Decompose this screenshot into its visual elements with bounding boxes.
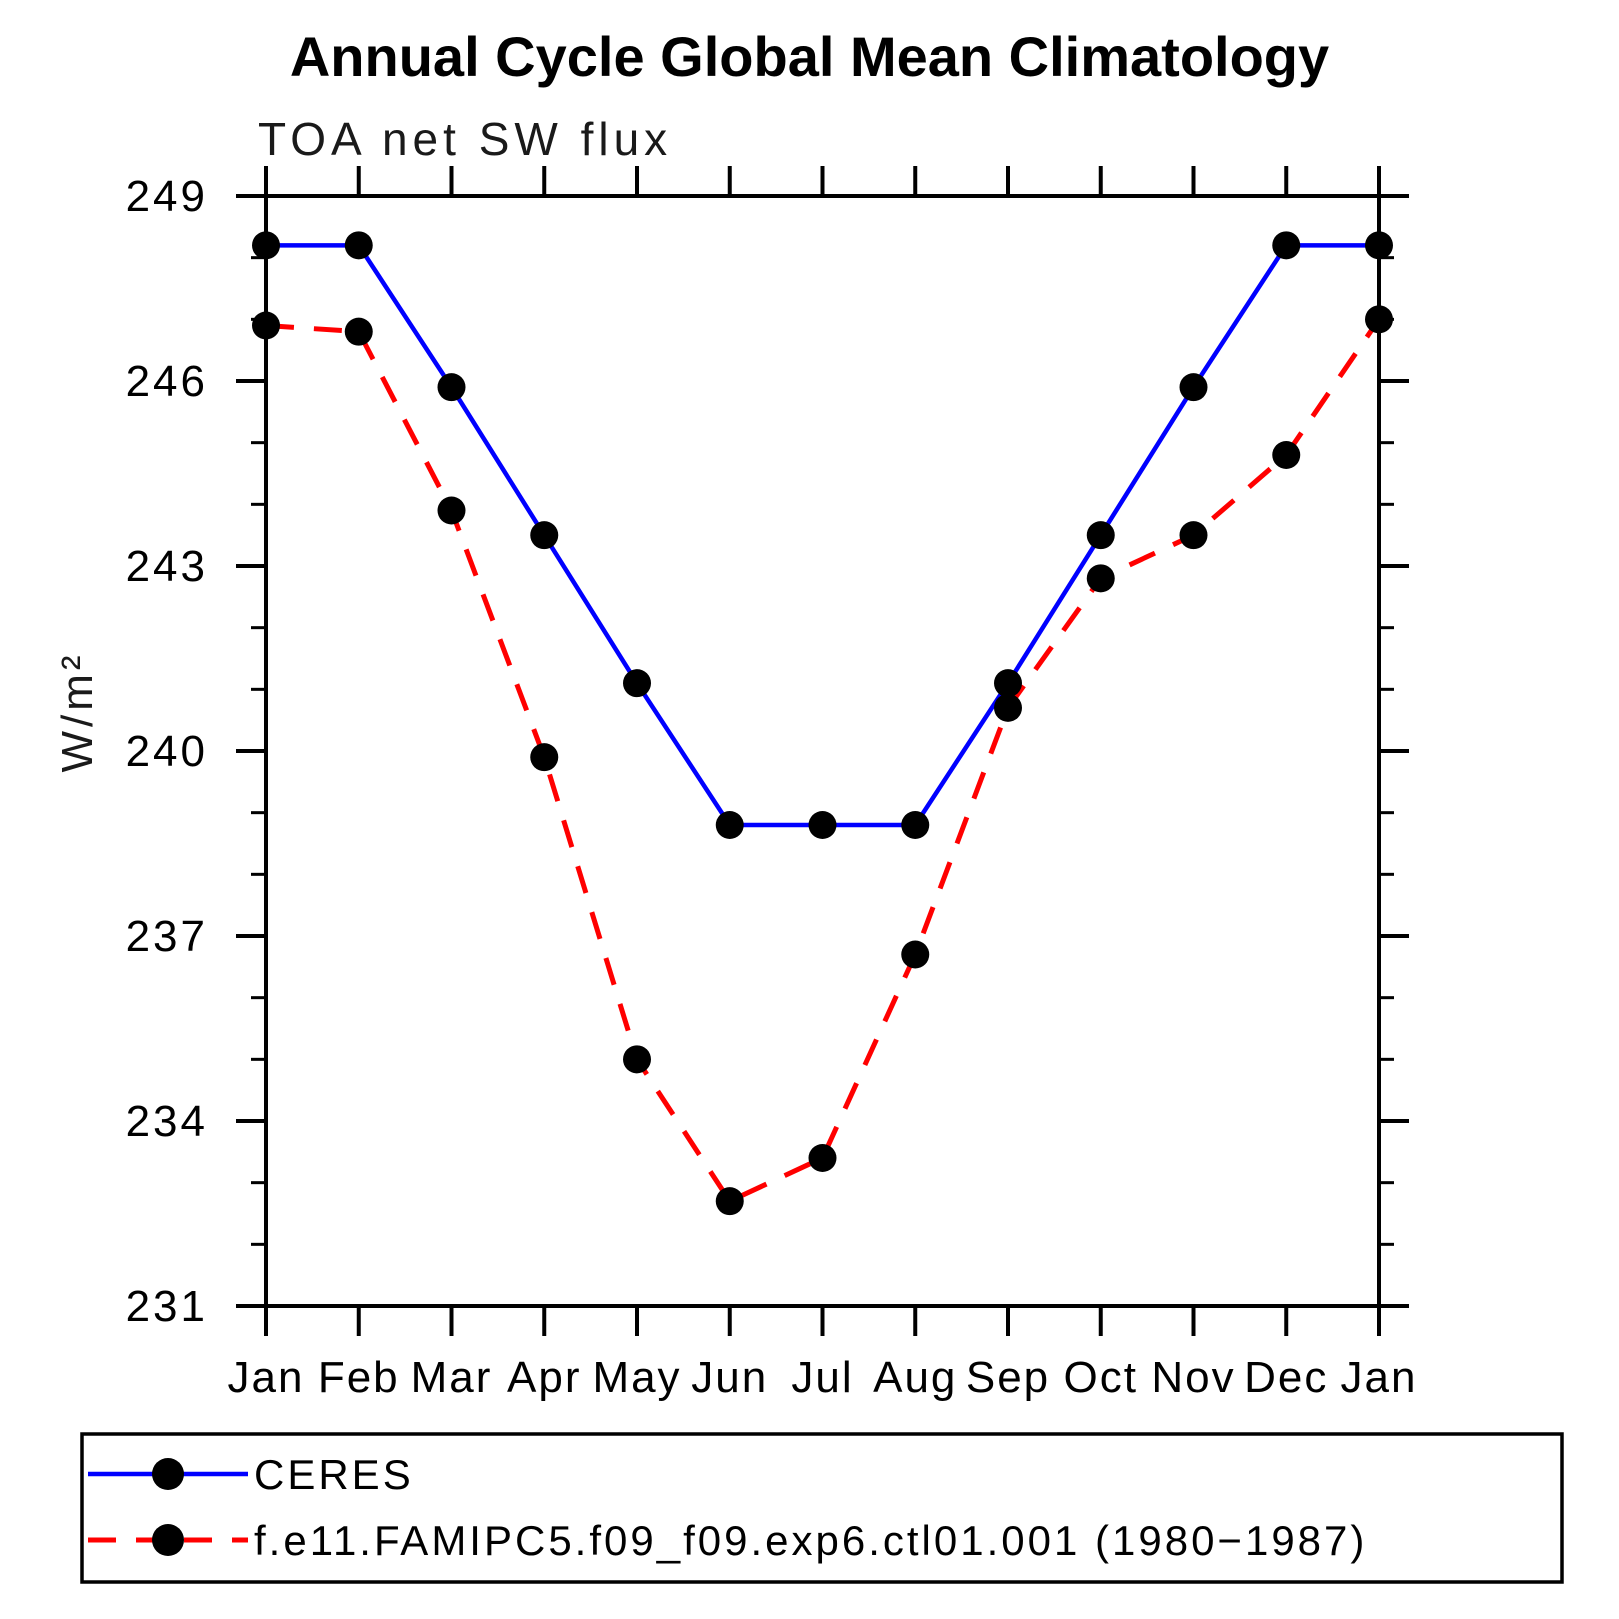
data-point-marker — [1179, 373, 1208, 402]
chart-subtitle: TOA net SW flux — [258, 113, 673, 165]
chart-title: Annual Cycle Global Mean Climatology — [289, 25, 1330, 88]
data-point-marker — [1365, 231, 1393, 260]
x-tick-label: Jan — [1341, 1353, 1418, 1402]
legend-label-1: f.e11.FAMIPC5.f09_f09.exp6.ctl01.001 (19… — [254, 1517, 1367, 1564]
data-point-marker — [715, 811, 744, 839]
data-point-marker — [715, 1187, 744, 1216]
y-tick-label: 237 — [126, 912, 208, 961]
data-point-marker — [808, 811, 837, 839]
data-point-marker — [437, 373, 466, 402]
series-line-0 — [266, 243, 1379, 828]
data-point-marker — [901, 940, 930, 969]
legend-box — [80, 1432, 1564, 1584]
data-point-marker — [530, 743, 559, 772]
x-tick-label: Oct — [1064, 1353, 1138, 1402]
x-tick-label: May — [592, 1353, 681, 1402]
x-tick-label: Nov — [1151, 1353, 1235, 1402]
x-tick-label: Apr — [507, 1353, 581, 1402]
y-axis-label: W/m² — [53, 651, 102, 773]
series-line-1 — [265, 317, 1382, 1205]
x-tick-label: Sep — [966, 1353, 1050, 1402]
x-tick-label: Dec — [1244, 1353, 1328, 1402]
data-point-marker — [530, 521, 559, 550]
data-point-marker — [1179, 521, 1208, 550]
data-point-marker — [901, 811, 930, 839]
x-tick-label: Feb — [318, 1353, 400, 1402]
y-tick-label: 243 — [126, 542, 208, 591]
data-point-marker — [994, 693, 1022, 722]
data-point-marker — [437, 496, 466, 525]
data-point-marker — [994, 669, 1022, 698]
data-point-marker — [1272, 441, 1301, 469]
data-point-marker — [1086, 564, 1115, 593]
legend-marker-1 — [152, 1524, 184, 1556]
y-tick-label: 246 — [126, 357, 208, 406]
y-tick-label: 249 — [126, 172, 208, 221]
data-point-marker — [808, 1144, 837, 1172]
legend-marker-0 — [152, 1458, 184, 1490]
data-point-marker — [623, 669, 651, 698]
data-point-marker — [1272, 231, 1301, 260]
data-point-marker — [344, 231, 373, 260]
legend-label-0: CERES — [254, 1451, 414, 1498]
data-point-marker — [623, 1045, 651, 1074]
y-tick-label: 240 — [126, 727, 208, 776]
data-point-marker — [344, 317, 373, 346]
x-tick-label: Aug — [873, 1353, 957, 1402]
data-point-marker — [1086, 521, 1115, 550]
x-tick-label: Jan — [228, 1353, 305, 1402]
y-tick-label: 231 — [126, 1282, 208, 1331]
data-point-marker — [252, 311, 280, 340]
x-tick-label: Jun — [691, 1353, 768, 1402]
x-tick-label: Jul — [791, 1353, 853, 1402]
x-tick-label: Mar — [411, 1353, 493, 1402]
y-tick-label: 234 — [126, 1097, 208, 1146]
data-point-marker — [252, 231, 280, 260]
data-point-marker — [1365, 305, 1393, 334]
